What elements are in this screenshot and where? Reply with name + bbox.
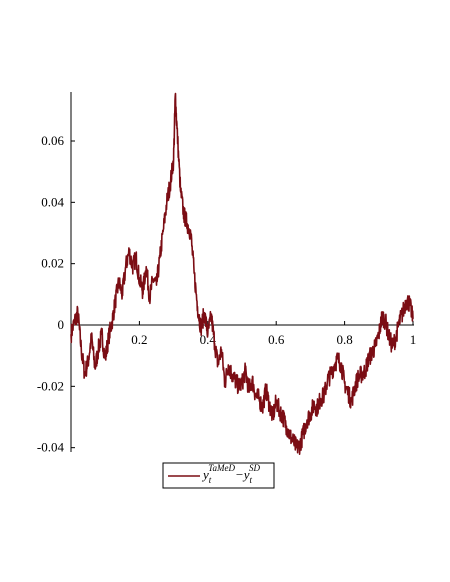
legend-label-part: t bbox=[250, 475, 253, 485]
series-line bbox=[70, 92, 414, 455]
y-tick-label: 0 bbox=[58, 317, 65, 332]
x-tick-label: 0.6 bbox=[268, 332, 285, 347]
x-tick-label: 1 bbox=[410, 332, 417, 347]
x-tick-label: 0.2 bbox=[131, 332, 147, 347]
legend-label-part: y bbox=[242, 467, 250, 482]
x-tick-labels: 0.2 0.4 0.6 0.8 1 bbox=[131, 321, 416, 347]
y-tick-label: 0.06 bbox=[41, 133, 64, 148]
legend-label-part: SD bbox=[249, 463, 261, 473]
y-tick-label: -0.02 bbox=[37, 378, 64, 393]
axes bbox=[70, 92, 414, 452]
y-tick-label: 0.02 bbox=[41, 256, 64, 271]
x-tick-label: 0.4 bbox=[200, 332, 217, 347]
y-tick-label: -0.04 bbox=[37, 440, 65, 455]
y-tick-label: 0.04 bbox=[41, 194, 64, 209]
legend-label-part: y bbox=[201, 467, 209, 482]
plot-area bbox=[70, 92, 414, 455]
x-tick-label: 0.8 bbox=[336, 332, 352, 347]
legend-label: ytTaMeD−ytSD bbox=[201, 463, 261, 485]
legend-label-part: t bbox=[209, 475, 212, 485]
legend: ytTaMeD−ytSD bbox=[162, 462, 275, 489]
legend-label-part: − bbox=[235, 467, 244, 482]
y-tick-labels: -0.04 -0.02 0 0.02 0.04 0.06 bbox=[37, 133, 75, 455]
legend-label-part: TaMeD bbox=[208, 463, 235, 473]
